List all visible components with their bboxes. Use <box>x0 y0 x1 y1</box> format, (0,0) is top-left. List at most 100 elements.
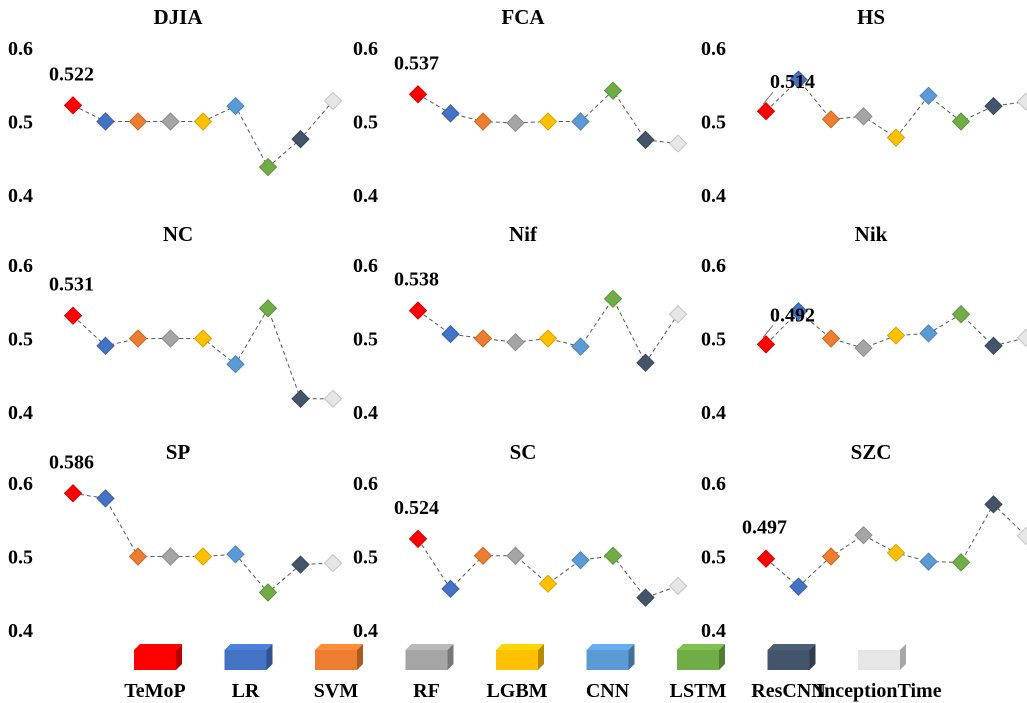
data-label: 0.531 <box>49 274 94 296</box>
y-tick-label: 0.6 <box>701 38 726 60</box>
legend-label: LSTM <box>670 680 727 702</box>
point-temop <box>63 484 83 503</box>
y-tick-label: 0.4 <box>8 620 33 642</box>
point-inceptiontime <box>668 576 688 596</box>
data-label-leader <box>762 325 774 338</box>
point-svm <box>473 546 493 565</box>
y-tick-label: 0.5 <box>353 112 378 134</box>
legend-swatch-side <box>176 644 182 670</box>
legend-label: SVM <box>314 680 359 702</box>
point-inceptiontime <box>1016 92 1027 111</box>
panel-title: SP <box>166 440 191 464</box>
point-lstm <box>951 112 971 131</box>
point-inceptiontime <box>1016 526 1027 546</box>
legend-swatch-top <box>858 644 906 650</box>
point-svm <box>128 112 148 131</box>
legend-swatch-top <box>134 644 182 650</box>
point-temop <box>408 301 428 320</box>
data-label: 0.514 <box>770 71 815 93</box>
point-lgbm <box>886 128 906 147</box>
point-lstm <box>951 305 971 324</box>
point-cnn <box>571 550 590 570</box>
y-tick-label: 0.5 <box>701 329 726 351</box>
y-tick-label: 0.4 <box>353 185 378 207</box>
panel-title: NC <box>163 222 193 246</box>
legend-swatch-inceptiontime <box>858 650 900 670</box>
point-svm <box>821 110 841 129</box>
point-rescnn <box>291 389 310 408</box>
legend-label: ResCNN <box>751 680 826 702</box>
point-lstm <box>258 157 278 177</box>
legend-label: InceptionTime <box>816 680 941 702</box>
y-tick-label: 0.5 <box>353 547 378 569</box>
point-lgbm <box>886 543 906 563</box>
legend-swatch-top <box>767 644 816 650</box>
point-lstm <box>603 289 623 309</box>
point-lstm <box>603 81 623 100</box>
y-tick-label: 0.5 <box>8 547 33 569</box>
point-rescnn <box>984 336 1003 356</box>
series-line <box>417 297 679 364</box>
series-line <box>72 492 334 594</box>
y-tick-label: 0.6 <box>353 473 378 495</box>
legend-swatch-lgbm <box>496 650 538 670</box>
data-label: 0.497 <box>742 517 787 539</box>
panel-title: DJIA <box>153 5 203 29</box>
point-rescnn <box>636 588 655 607</box>
legend-swatch-rf <box>405 650 448 670</box>
legend-swatch-side <box>266 644 273 670</box>
point-cnn <box>919 86 938 105</box>
data-label: 0.586 <box>49 451 94 473</box>
panel-title: SC <box>510 440 537 464</box>
point-temop <box>408 529 428 549</box>
point-svm <box>128 329 148 348</box>
point-inceptiontime <box>1016 328 1027 347</box>
panel-title: SZC <box>851 440 892 464</box>
series-line <box>72 100 334 168</box>
legend-label: LR <box>232 680 260 702</box>
series-line <box>417 538 679 599</box>
y-tick-label: 0.5 <box>8 112 33 134</box>
point-rf <box>506 113 525 133</box>
y-tick-label: 0.5 <box>8 329 33 351</box>
point-rescnn <box>636 353 655 372</box>
point-svm <box>473 329 493 348</box>
point-lstm <box>603 546 623 565</box>
point-lstm <box>951 553 971 572</box>
y-tick-label: 0.4 <box>701 620 726 642</box>
point-lr <box>96 489 115 508</box>
panel-title: Nik <box>855 222 888 246</box>
legend-swatch-top <box>496 644 544 650</box>
point-svm <box>128 547 148 566</box>
data-label-leader <box>762 91 774 105</box>
legend-swatch-rescnn <box>767 650 810 670</box>
legend-swatch-lr <box>224 650 267 670</box>
point-inceptiontime <box>668 305 688 324</box>
y-tick-label: 0.5 <box>701 112 726 134</box>
point-lr <box>789 70 808 89</box>
legend-swatch-cnn <box>586 650 629 670</box>
point-lgbm <box>538 112 558 131</box>
legend-label: LGBM <box>486 680 547 702</box>
point-lgbm <box>886 326 906 345</box>
point-temop <box>756 549 776 568</box>
point-lstm <box>258 583 278 602</box>
y-tick-label: 0.4 <box>701 402 726 424</box>
y-tick-label: 0.6 <box>353 255 378 277</box>
legend-swatch-side <box>719 644 725 670</box>
y-tick-label: 0.5 <box>701 547 726 569</box>
point-svm <box>821 329 841 348</box>
point-rf <box>506 546 525 565</box>
y-tick-label: 0.6 <box>701 473 726 495</box>
point-temop <box>756 335 776 354</box>
legend-swatch-top <box>315 644 363 650</box>
y-tick-label: 0.4 <box>8 185 33 207</box>
point-rescnn <box>291 129 310 149</box>
point-rf <box>506 332 525 352</box>
legend-label: TeMoP <box>124 680 185 702</box>
y-tick-label: 0.4 <box>353 620 378 642</box>
legend-label: CNN <box>586 680 630 702</box>
point-rf <box>854 338 873 358</box>
y-tick-label: 0.6 <box>8 38 33 60</box>
